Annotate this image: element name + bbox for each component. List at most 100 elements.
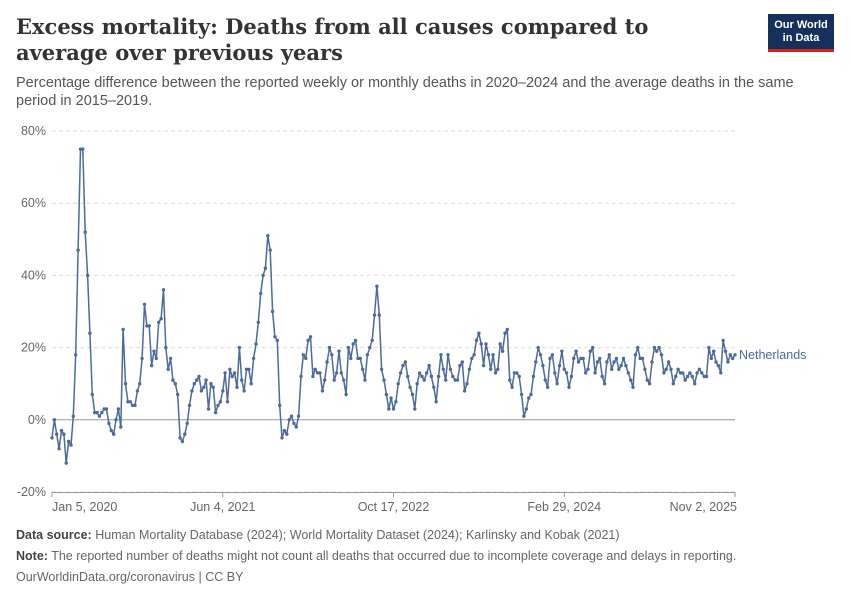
data-point[interactable] (109, 428, 114, 433)
data-point[interactable] (569, 374, 574, 379)
data-point[interactable] (394, 400, 398, 404)
data-point[interactable] (240, 378, 244, 382)
data-point[interactable] (114, 418, 118, 422)
data-point[interactable] (372, 313, 377, 317)
data-point[interactable] (543, 378, 547, 382)
data-point[interactable] (209, 382, 213, 386)
data-point[interactable] (199, 389, 204, 393)
data-point[interactable] (123, 382, 128, 386)
data-point[interactable] (683, 378, 687, 382)
data-point[interactable] (190, 389, 194, 393)
data-point[interactable] (361, 367, 365, 371)
data-point[interactable] (562, 367, 566, 371)
data-point[interactable] (707, 345, 711, 350)
data-point[interactable] (657, 345, 661, 350)
data-point[interactable] (149, 363, 154, 368)
data-point[interactable] (304, 356, 308, 361)
data-point[interactable] (524, 407, 528, 411)
data-point[interactable] (444, 378, 448, 382)
data-point[interactable] (697, 367, 702, 371)
data-point[interactable] (681, 371, 685, 375)
data-point[interactable] (574, 349, 578, 353)
data-point[interactable] (714, 360, 718, 364)
data-point[interactable] (522, 414, 526, 418)
data-point[interactable] (605, 360, 609, 364)
data-point[interactable] (57, 447, 61, 451)
data-point[interactable] (462, 389, 467, 393)
data-point[interactable] (387, 407, 391, 411)
data-point[interactable] (142, 302, 147, 306)
data-point[interactable] (545, 385, 550, 389)
data-point[interactable] (726, 360, 730, 364)
credit-link[interactable]: OurWorldinData.org/coronavirus | CC BY (16, 570, 244, 584)
data-point[interactable] (52, 418, 57, 422)
data-point[interactable] (538, 353, 543, 357)
data-point[interactable] (299, 374, 303, 379)
data-point[interactable] (133, 403, 137, 408)
data-point[interactable] (505, 327, 509, 332)
data-point[interactable] (59, 428, 64, 433)
data-point[interactable] (728, 353, 732, 357)
data-point[interactable] (221, 389, 225, 393)
data-point[interactable] (126, 400, 130, 404)
data-point[interactable] (636, 345, 640, 350)
data-point[interactable] (479, 342, 483, 346)
series-layer[interactable]: Netherlands (50, 147, 806, 465)
data-point[interactable] (517, 374, 521, 379)
data-point[interactable] (287, 418, 291, 422)
data-point[interactable] (564, 371, 569, 375)
data-point[interactable] (434, 400, 438, 404)
data-point[interactable] (71, 414, 76, 418)
data-point[interactable] (550, 353, 555, 357)
data-point[interactable] (493, 371, 498, 375)
data-point[interactable] (112, 432, 116, 436)
data-source-text[interactable]: Human Mortality Database (2024); World M… (95, 528, 620, 542)
data-point[interactable] (173, 382, 177, 386)
data-point[interactable] (154, 356, 158, 361)
data-point[interactable] (306, 338, 310, 343)
data-point[interactable] (261, 273, 265, 278)
data-point[interactable] (55, 432, 59, 436)
data-point[interactable] (441, 367, 445, 371)
series-label[interactable]: Netherlands (739, 348, 806, 362)
data-point[interactable] (97, 414, 102, 418)
data-point[interactable] (152, 349, 156, 353)
data-point[interactable] (733, 353, 737, 357)
data-point[interactable] (474, 338, 479, 343)
data-point[interactable] (576, 360, 581, 364)
data-point[interactable] (508, 378, 512, 382)
data-point[interactable] (638, 356, 642, 361)
data-point[interactable] (614, 356, 619, 361)
data-point[interactable] (334, 371, 339, 375)
data-point[interactable] (413, 407, 417, 411)
data-point[interactable] (183, 432, 187, 436)
data-point[interactable] (671, 382, 675, 386)
data-point[interactable] (403, 360, 408, 364)
data-point[interactable] (624, 363, 628, 368)
data-point[interactable] (320, 389, 325, 393)
data-point[interactable] (415, 382, 419, 386)
data-point[interactable] (595, 360, 600, 364)
data-point[interactable] (266, 234, 270, 238)
data-point[interactable] (410, 392, 415, 397)
data-point[interactable] (515, 371, 519, 375)
data-point[interactable] (472, 353, 476, 357)
data-point[interactable] (318, 371, 322, 375)
data-point[interactable] (176, 392, 180, 397)
data-point[interactable] (688, 371, 692, 375)
data-point[interactable] (330, 353, 334, 357)
data-point[interactable] (192, 382, 196, 386)
data-point[interactable] (249, 382, 253, 386)
data-point[interactable] (610, 367, 614, 371)
data-point[interactable] (422, 378, 426, 382)
data-point[interactable] (695, 371, 699, 375)
data-point[interactable] (218, 400, 223, 404)
data-point[interactable] (439, 353, 443, 357)
data-point[interactable] (652, 345, 657, 350)
data-point[interactable] (107, 421, 111, 426)
data-point[interactable] (730, 356, 735, 361)
data-point[interactable] (674, 374, 678, 379)
data-point[interactable] (621, 356, 626, 361)
data-point[interactable] (323, 378, 327, 382)
data-point[interactable] (417, 371, 422, 375)
